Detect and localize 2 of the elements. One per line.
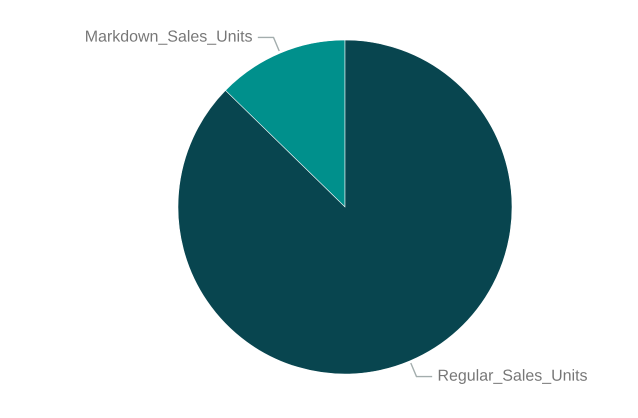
slice-label: Markdown_Sales_Units (86, 30, 252, 45)
slice-label: Regular_Sales_Units (438, 369, 587, 384)
